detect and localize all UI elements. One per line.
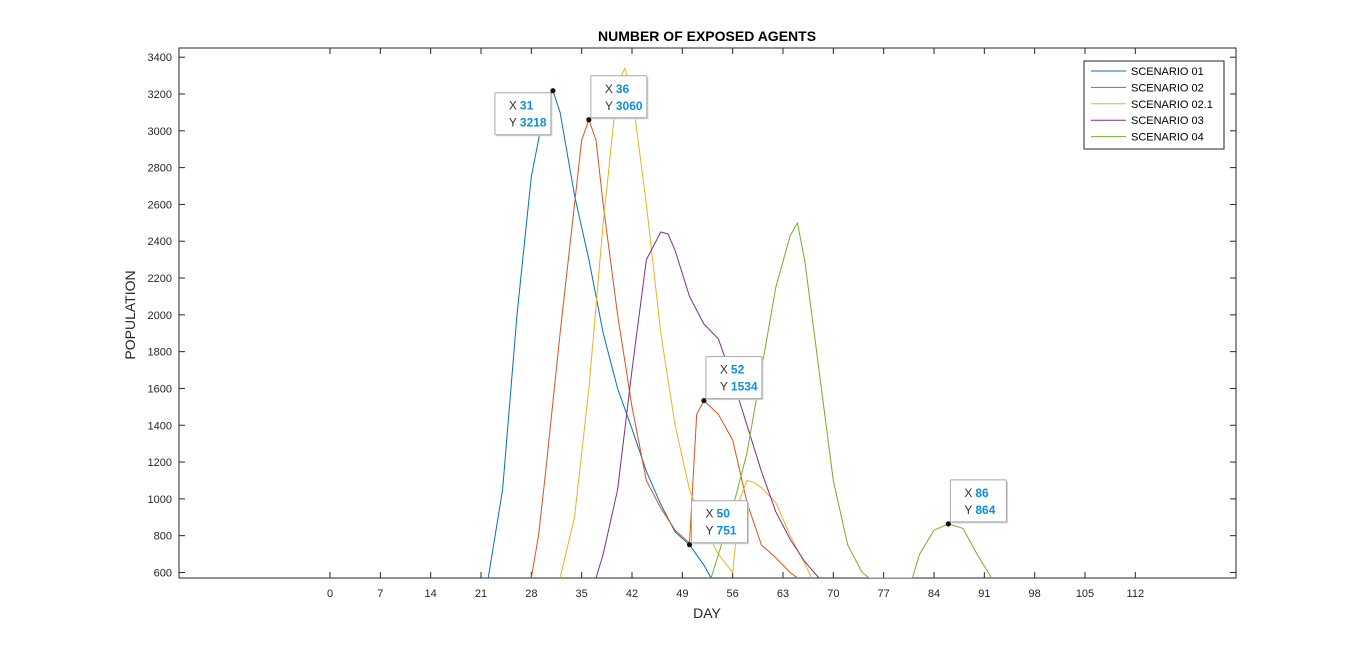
data-tip: X 50Y 751 (686, 500, 750, 548)
legend-label-1: SCENARIO 01 (1131, 66, 1204, 78)
series-lines (487, 67, 992, 578)
legend-box (1083, 60, 1225, 150)
data-tip-y-key: Y (706, 524, 714, 538)
y-tick-label: 1600 (148, 383, 172, 395)
data-tip-x-key: X (720, 363, 728, 377)
series-line-2 (530, 119, 798, 578)
data-tip-marker (701, 397, 707, 404)
y-tick-label: 600 (154, 567, 172, 579)
y-tick-label: 2600 (148, 199, 172, 211)
data-tip-x-key: X (509, 99, 517, 113)
legend-label-2: SCENARIO 02 (1131, 82, 1204, 94)
data-tip-x-key: X (605, 82, 613, 96)
y-tick-label: 3200 (148, 89, 172, 101)
data-tip-y-value: 3060 (616, 99, 643, 113)
legend: SCENARIO 01 SCENARIO 02 SCENARIO 02.1 SCENA… (1083, 60, 1225, 150)
chart-title: NUMBER OF EXPOSED AGENTS (598, 28, 816, 44)
plot-area: 0 7 14 21 28 35 42 49 56 63 70 77 84 91 98 105 112 600 800… (148, 47, 1237, 600)
y-tick-label: 3400 (148, 52, 172, 64)
y-tick-label: 2800 (148, 163, 172, 175)
data-tip-x-key: X (964, 486, 972, 500)
data-tip-y-value: 864 (975, 503, 995, 517)
y-tick-label: 2000 (148, 310, 172, 322)
data-tip-x-value: 31 (520, 99, 534, 113)
data-tip-y-key: Y (964, 503, 972, 517)
x-tick-label: 49 (676, 588, 688, 600)
x-tick-label: 77 (878, 588, 890, 600)
x-tick-label: 105 (1076, 588, 1094, 600)
data-tip-x-value: 52 (731, 363, 745, 377)
x-tick-label: 35 (576, 588, 588, 600)
data-tip-y-value: 1534 (731, 380, 758, 394)
x-tick-label: 14 (425, 588, 437, 600)
y-tick-label: 2200 (148, 273, 172, 285)
legend-label-3: SCENARIO 02.1 (1131, 99, 1213, 111)
x-axis-label: DAY (693, 605, 721, 621)
legend-label-4: SCENARIO 03 (1131, 115, 1204, 127)
data-tip-x-value: 86 (975, 486, 989, 500)
series-line-3 (559, 67, 813, 578)
data-tip-y-value: 751 (717, 524, 737, 538)
data-tip: X 52Y 1534 (701, 356, 764, 404)
y-tick-label: 1800 (148, 347, 172, 359)
data-tip-box (705, 356, 763, 400)
data-tip-box (691, 500, 749, 544)
data-tip-x-value: 50 (717, 507, 731, 521)
x-tick-label: 70 (827, 588, 839, 600)
data-tip-x-value: 36 (616, 82, 630, 96)
y-tick-label: 2400 (148, 236, 172, 248)
y-tick-label: 3000 (148, 126, 172, 138)
y-tick-label: 1400 (148, 420, 172, 432)
data-tip: X 86Y 864 (945, 479, 1008, 527)
x-tick-label: 84 (928, 588, 940, 600)
y-tick-label: 1200 (148, 457, 172, 469)
x-tick-label: 56 (727, 588, 739, 600)
data-tip-x-key: X (706, 507, 714, 521)
data-tip-box (590, 75, 648, 119)
data-tip-box (494, 92, 552, 136)
x-tick-label: 112 (1127, 588, 1145, 600)
series-line-4 (595, 231, 820, 578)
data-tip: X 36Y 3060 (586, 75, 649, 123)
data-tip-marker (686, 542, 693, 548)
y-tick-label: 800 (154, 531, 172, 543)
data-tip: X 31Y 3218 (494, 88, 556, 137)
data-tip-marker (586, 117, 592, 123)
x-tick-label: 28 (525, 588, 537, 600)
data-tip-y-key: Y (720, 380, 728, 394)
data-tip-y-value: 3218 (520, 116, 547, 130)
x-tick-label: 63 (777, 588, 789, 600)
data-tip-marker (945, 521, 951, 527)
x-tick-label: 7 (377, 588, 383, 600)
x-tick-label: 0 (327, 588, 333, 600)
y-axis-label: POPULATION (122, 270, 138, 359)
x-tick-label: 91 (978, 588, 990, 600)
x-tick-label: 21 (475, 588, 487, 600)
series-line-1 (487, 90, 712, 578)
x-tick-label: 98 (1029, 588, 1041, 600)
data-tip-y-key: Y (605, 99, 613, 113)
x-tick-label: 42 (626, 588, 638, 600)
legend-label-5: SCENARIO 04 (1131, 132, 1204, 144)
data-tip-box (949, 479, 1007, 523)
series-line-5 (710, 222, 992, 578)
axes-box (178, 47, 1237, 579)
y-tick-label: 1000 (148, 494, 172, 506)
data-tip-marker (550, 88, 556, 94)
data-tip-y-key: Y (509, 116, 517, 130)
